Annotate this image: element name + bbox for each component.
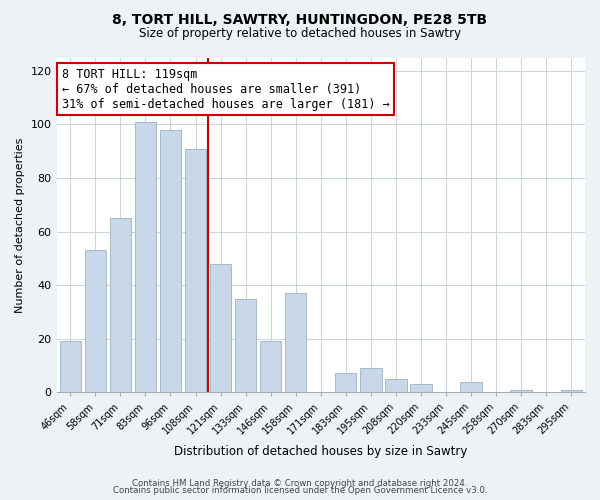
- Bar: [360, 368, 382, 392]
- Text: 8 TORT HILL: 119sqm
← 67% of detached houses are smaller (391)
31% of semi-detac: 8 TORT HILL: 119sqm ← 67% of detached ho…: [62, 68, 389, 110]
- Bar: [260, 342, 281, 392]
- Bar: [210, 264, 231, 392]
- Bar: [135, 122, 156, 392]
- Text: Size of property relative to detached houses in Sawtry: Size of property relative to detached ho…: [139, 28, 461, 40]
- Bar: [185, 148, 206, 392]
- Bar: [511, 390, 532, 392]
- X-axis label: Distribution of detached houses by size in Sawtry: Distribution of detached houses by size …: [174, 444, 467, 458]
- Bar: [410, 384, 431, 392]
- Bar: [85, 250, 106, 392]
- Bar: [59, 342, 81, 392]
- Text: 8, TORT HILL, SAWTRY, HUNTINGDON, PE28 5TB: 8, TORT HILL, SAWTRY, HUNTINGDON, PE28 5…: [112, 12, 488, 26]
- Text: Contains HM Land Registry data © Crown copyright and database right 2024.: Contains HM Land Registry data © Crown c…: [132, 478, 468, 488]
- Bar: [235, 298, 256, 392]
- Bar: [160, 130, 181, 392]
- Bar: [285, 293, 307, 392]
- Bar: [335, 374, 356, 392]
- Bar: [460, 382, 482, 392]
- Bar: [110, 218, 131, 392]
- Y-axis label: Number of detached properties: Number of detached properties: [15, 137, 25, 312]
- Bar: [560, 390, 582, 392]
- Bar: [385, 379, 407, 392]
- Text: Contains public sector information licensed under the Open Government Licence v3: Contains public sector information licen…: [113, 486, 487, 495]
